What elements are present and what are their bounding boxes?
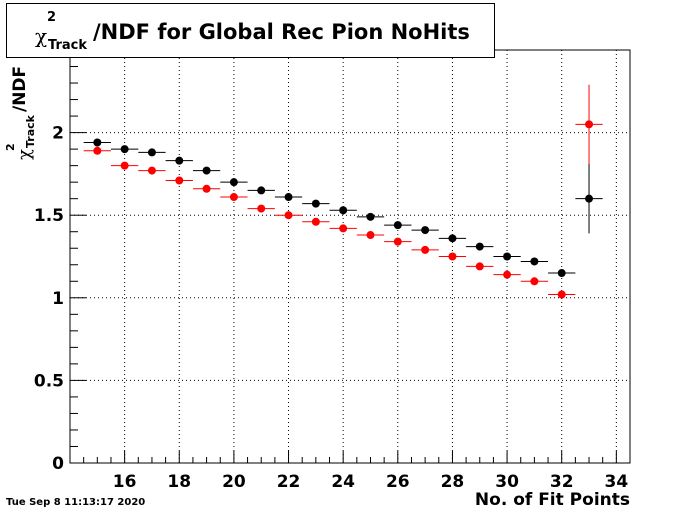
- x-tick-label: 20: [222, 472, 246, 492]
- data-point: [257, 186, 266, 195]
- data-point: [366, 212, 375, 221]
- data-point: [557, 290, 566, 299]
- data-point: [202, 184, 211, 193]
- data-point: [257, 204, 266, 213]
- data-point: [93, 138, 102, 147]
- date-stamp: Tue Sep 8 11:13:17 2020: [6, 497, 146, 508]
- series-1: [83, 84, 603, 299]
- title-subscript: Track: [48, 38, 87, 53]
- y-tick-label: 0: [52, 454, 64, 474]
- plot-frame: [69, 49, 631, 464]
- x-tick-label: 18: [167, 472, 191, 492]
- x-tick-label: 16: [113, 472, 137, 492]
- x-tick-label: 22: [277, 472, 301, 492]
- data-series: [83, 84, 603, 299]
- axis-ticks: [70, 66, 631, 464]
- title-chi-symbol: χ: [35, 24, 48, 48]
- x-tick-label: 34: [605, 472, 629, 492]
- y-label-superscript: 2: [4, 143, 17, 151]
- series-0: [83, 138, 603, 278]
- data-point: [366, 231, 375, 240]
- data-point: [284, 193, 293, 202]
- data-point: [229, 193, 238, 202]
- y-tick-label: 1.5: [34, 206, 64, 226]
- y-label-text: /NDF: [10, 65, 30, 112]
- data-point: [175, 156, 184, 165]
- data-point: [284, 211, 293, 220]
- data-point: [475, 262, 484, 271]
- x-tick-label: 24: [331, 472, 355, 492]
- chart-title: /NDF for Global Rec Pion NoHits: [93, 20, 470, 44]
- data-point: [311, 217, 320, 226]
- grid-lines: [70, 50, 630, 463]
- y-axis-label: χ 2 Track /NDF: [4, 40, 37, 160]
- data-point: [202, 166, 211, 175]
- x-axis-label: No. of Fit Points: [474, 490, 630, 510]
- data-point: [311, 199, 320, 208]
- data-point: [585, 120, 594, 129]
- data-point: [503, 252, 512, 261]
- data-point: [557, 269, 566, 278]
- y-label-subscript: Track: [24, 115, 37, 148]
- data-point: [93, 146, 102, 155]
- data-point: [530, 277, 539, 286]
- x-tick-label: 28: [441, 472, 465, 492]
- data-point: [475, 242, 484, 251]
- data-point: [175, 176, 184, 185]
- data-point: [120, 161, 129, 170]
- data-point: [530, 257, 539, 266]
- axis-tick-labels: 16 18 20 22 24 26 28 30 32 34 0 0.5 1 1.5 2: [34, 124, 628, 492]
- data-point: [147, 166, 156, 175]
- x-tick-label: 26: [386, 472, 410, 492]
- data-point: [229, 178, 238, 187]
- x-tick-label: 32: [550, 472, 574, 492]
- data-point: [448, 234, 457, 243]
- y-tick-label: 2: [52, 124, 64, 144]
- data-point: [393, 237, 402, 246]
- data-point: [120, 145, 129, 154]
- data-point: [393, 221, 402, 230]
- y-tick-label: 1: [52, 289, 64, 309]
- y-tick-label: 0.5: [34, 371, 64, 391]
- data-point: [421, 226, 430, 235]
- data-point: [503, 270, 512, 279]
- data-point: [421, 245, 430, 254]
- y-label-chi: χ: [14, 149, 35, 160]
- title-superscript: 2: [47, 10, 57, 25]
- data-point: [339, 206, 348, 215]
- data-point: [147, 148, 156, 157]
- data-point: [585, 194, 594, 203]
- chart-title-box: χ 2 Track /NDF for Global Rec Pion NoHit…: [6, 3, 495, 58]
- x-tick-label: 30: [495, 472, 519, 492]
- data-point: [339, 224, 348, 233]
- data-point: [448, 252, 457, 261]
